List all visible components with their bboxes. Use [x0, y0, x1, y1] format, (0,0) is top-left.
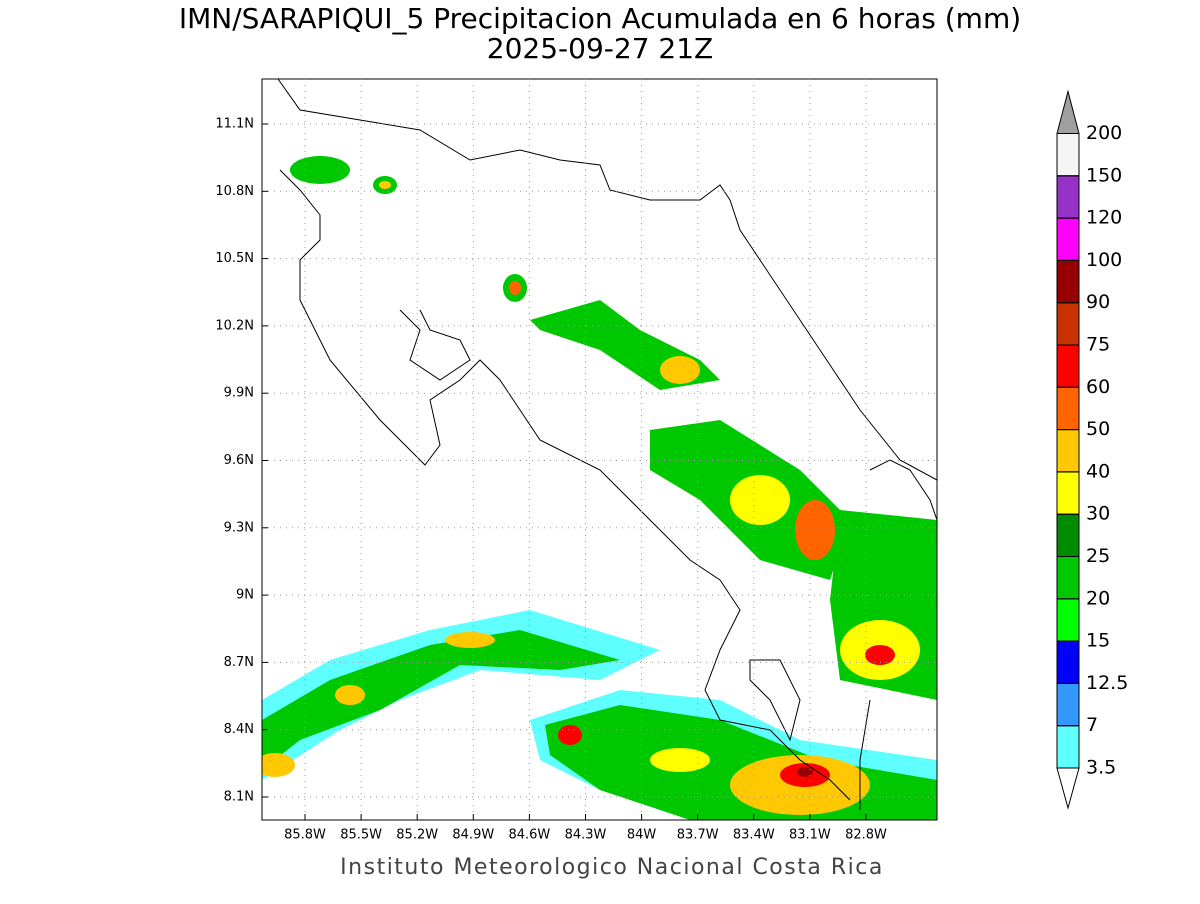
colorbar-segment — [1056, 513, 1080, 558]
colorbar-label: 200 — [1086, 122, 1122, 144]
colorbar-segment — [1056, 471, 1080, 515]
colorbar-segment — [1056, 217, 1080, 261]
lon-tick-label: 85.5W — [340, 828, 382, 843]
lon-tick-label: 85.8W — [284, 828, 326, 843]
lat-tick-label: 8.1N — [224, 790, 254, 805]
colorbar-segment — [1056, 344, 1080, 388]
colorbar-label: 75 — [1086, 334, 1110, 356]
colorbar-label: 50 — [1086, 418, 1110, 440]
colorbar-label: 20 — [1086, 587, 1110, 609]
colorbar-segment — [1056, 640, 1080, 684]
lat-tick-label: 11.1N — [215, 117, 254, 132]
lon-tick-label: 84.3W — [565, 828, 607, 843]
colorbar-label: 30 — [1086, 503, 1110, 525]
colorbar-label: 120 — [1086, 207, 1122, 229]
lon-tick-label: 84.6W — [508, 828, 550, 843]
lon-tick-label: 83.4W — [733, 828, 775, 843]
colorbar-arrow-high — [1056, 89, 1080, 134]
colorbar-segment — [1056, 386, 1080, 431]
lat-tick-label: 10.8N — [215, 184, 254, 199]
lat-tick-label: 10.5N — [215, 251, 254, 266]
lat-tick-label: 8.4N — [224, 722, 254, 737]
lon-tick-label: 84W — [627, 828, 657, 843]
coastline — [277, 79, 937, 810]
colorbar-segment — [1056, 259, 1080, 304]
colorbar-segment — [1056, 429, 1080, 473]
lat-tick-label: 10.2N — [215, 318, 254, 333]
lon-tick-label: 83.1W — [789, 828, 831, 843]
colorbar-segment — [1056, 133, 1080, 177]
lat-tick-label: 9.3N — [224, 520, 254, 535]
colorbar-segment — [1056, 682, 1080, 727]
colorbar-label: 15 — [1086, 630, 1110, 652]
lat-tick-label: 9.6N — [224, 453, 254, 468]
lon-tick-label: 84.9W — [452, 828, 494, 843]
colorbar-label: 3.5 — [1086, 757, 1116, 779]
colorbar-label: 7 — [1086, 714, 1098, 736]
colorbar-arrow-low — [1056, 767, 1080, 810]
colorbar-segment — [1056, 302, 1080, 346]
colorbar-label: 100 — [1086, 249, 1122, 271]
colorbar-label: 60 — [1086, 376, 1110, 398]
colorbar-segment — [1056, 725, 1080, 769]
lon-tick-label: 83.7W — [677, 828, 719, 843]
lon-tick-label: 85.2W — [396, 828, 438, 843]
lat-tick-label: 9N — [236, 588, 254, 603]
lat-tick-label: 9.9N — [224, 386, 254, 401]
colorbar-segment — [1056, 598, 1080, 642]
title: IMN/SARAPIQUI_5 Precipitacion Acumulada … — [179, 2, 1021, 35]
colorbar-label: 40 — [1086, 460, 1110, 482]
colorbar-label: 90 — [1086, 291, 1110, 313]
colorbar-segment — [1056, 556, 1080, 600]
colorbar-segment — [1056, 175, 1080, 219]
lat-tick-label: 8.7N — [224, 655, 254, 670]
footer: Instituto Meteorologico Nacional Costa R… — [340, 855, 884, 880]
colorbar-label: 12.5 — [1086, 672, 1128, 694]
lon-tick-label: 82.8W — [845, 828, 887, 843]
map-frame — [261, 78, 938, 821]
subtitle: 2025-09-27 21Z — [487, 32, 713, 65]
precip-field — [262, 156, 937, 820]
colorbar-label: 150 — [1086, 164, 1122, 186]
colorbar-label: 25 — [1086, 545, 1110, 567]
